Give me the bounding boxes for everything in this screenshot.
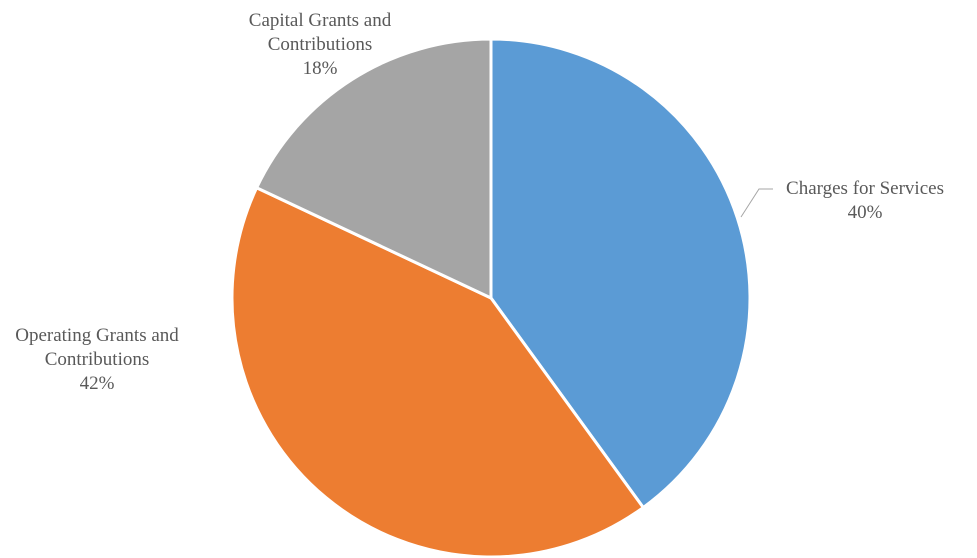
slice-label-capital-grants-and-contributions: Capital Grants and Contributions 18% bbox=[249, 10, 392, 79]
slice-label-operating-grants-and-contributions: Operating Grants and Contributions 42% bbox=[15, 325, 179, 394]
pie-slices bbox=[230, 37, 752, 558]
slice-name-line: Contributions bbox=[268, 34, 373, 55]
slice-name-line: Capital Grants and bbox=[249, 10, 392, 31]
pie-slice-charges-for-services bbox=[489, 37, 752, 510]
slice-percentage: 42% bbox=[80, 373, 115, 394]
slice-name-line: Operating Grants and bbox=[15, 325, 179, 346]
leader-lines bbox=[740, 188, 773, 218]
pie-slice-operating-grants-and-contributions bbox=[230, 186, 645, 558]
slice-name-line: Charges for Services bbox=[786, 178, 944, 199]
slice-name-line: Contributions bbox=[45, 349, 150, 370]
slice-percentage: 40% bbox=[848, 202, 883, 223]
leader-line-charges-for-services bbox=[740, 188, 773, 218]
slice-label-charges-for-services: Charges for Services 40% bbox=[786, 178, 944, 223]
slice-labels: Charges for Services 40% Operating Grants … bbox=[15, 10, 944, 394]
slice-percentage: 18% bbox=[303, 58, 338, 79]
pie-slice-capital-grants-and-contributions bbox=[255, 37, 493, 300]
